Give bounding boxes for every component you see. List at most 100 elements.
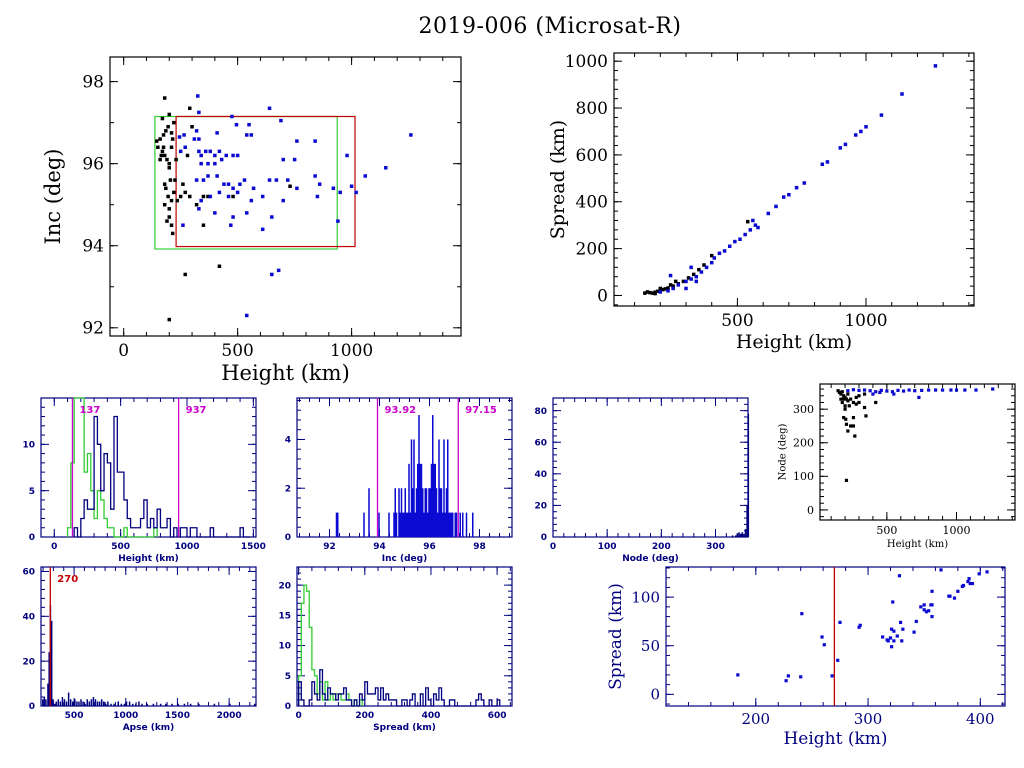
data-point-blue	[899, 620, 903, 625]
data-point-black	[836, 389, 840, 393]
data-point-blue	[881, 635, 885, 639]
data-point-blue	[838, 146, 843, 150]
data-point-black	[167, 207, 172, 211]
data-point-black	[854, 402, 858, 406]
y-tick-label: 92	[82, 319, 104, 339]
data-point-blue	[270, 272, 274, 277]
data-point-blue	[671, 286, 675, 291]
histogram-bar	[67, 692, 70, 706]
data-point-blue	[892, 639, 896, 643]
data-point-black	[846, 399, 850, 403]
y-tick-label: 20	[22, 657, 35, 667]
data-point-blue	[956, 589, 960, 593]
histogram-bar	[78, 701, 80, 706]
histogram-bar	[189, 703, 192, 706]
data-point-black	[862, 405, 867, 410]
data-point-blue	[787, 192, 791, 197]
data-point-blue	[836, 658, 840, 662]
histogram-bar	[424, 488, 426, 537]
histogram-bar	[105, 703, 107, 706]
histogram-bar	[82, 701, 84, 706]
data-point-blue	[279, 118, 283, 123]
x-tick-label: 94	[373, 542, 386, 552]
data-point-blue	[668, 273, 673, 278]
data-point-blue	[199, 153, 203, 158]
histogram-bar	[445, 488, 448, 537]
y-axis-label: Spread (km)	[547, 120, 569, 239]
data-point-black	[288, 184, 292, 188]
x-tick-label: 0	[550, 542, 556, 552]
marker-label: 97.15	[465, 405, 497, 416]
histogram-bar	[110, 703, 112, 706]
data-point-blue	[756, 225, 760, 230]
histogram-bar	[444, 512, 446, 537]
data-point-blue	[197, 207, 201, 211]
data-point-blue	[859, 129, 863, 134]
histogram-bar	[152, 703, 155, 706]
data-point-blue	[820, 635, 824, 639]
histogram-bar	[408, 463, 410, 537]
data-point-black	[160, 149, 165, 154]
data-point-blue	[208, 149, 213, 154]
data-point-blue	[786, 674, 790, 678]
histogram-bar	[430, 463, 433, 537]
y-tick-label: 98	[82, 73, 104, 93]
data-point-blue	[177, 135, 182, 139]
y-tick-label: 0	[29, 533, 35, 543]
data-point-blue	[194, 129, 199, 133]
data-point-blue	[224, 153, 228, 158]
data-point-blue	[235, 153, 240, 158]
data-point-blue	[354, 190, 358, 195]
data-point-blue	[830, 674, 834, 678]
histogram-bar	[128, 701, 131, 706]
data-point-black	[702, 263, 706, 267]
data-point-blue	[977, 572, 981, 576]
data-point-blue	[183, 145, 187, 150]
data-point-blue	[879, 113, 884, 117]
x-tick-label: 200	[652, 542, 671, 552]
data-point-blue	[281, 198, 285, 203]
data-point-blue	[907, 388, 911, 392]
histogram-bar	[47, 683, 49, 706]
histogram-bar	[88, 701, 91, 706]
data-point-blue	[857, 388, 861, 392]
data-point-black	[839, 397, 843, 401]
data-point-blue	[199, 198, 203, 203]
histogram-bar	[125, 701, 128, 706]
data-point-blue	[208, 194, 213, 199]
data-point-black	[648, 290, 652, 295]
x-axis-label: Inc (deg)	[382, 554, 427, 564]
histogram-bar	[159, 703, 162, 706]
data-point-blue	[689, 277, 693, 281]
data-point-blue	[345, 153, 349, 158]
data-point-black	[844, 422, 849, 426]
inc-vs-height-frame	[109, 56, 462, 337]
data-point-blue	[260, 194, 265, 199]
apse-histogram-frame	[40, 566, 257, 707]
y-tick-label: 300	[793, 403, 814, 416]
histogram-bar	[741, 532, 744, 537]
histogram-bar	[400, 488, 403, 537]
histogram-bar	[103, 701, 105, 706]
histogram-bar	[96, 701, 99, 706]
x-tick-label: 1000	[330, 341, 373, 361]
histogram-bar	[52, 699, 54, 706]
y-tick-label: 20	[278, 581, 291, 591]
data-point-black	[161, 133, 166, 137]
y-tick-label: 100	[631, 588, 660, 606]
data-point-black	[847, 404, 851, 408]
data-point-black	[169, 198, 174, 203]
data-point-blue	[281, 157, 285, 162]
x-tick-label: 400	[966, 710, 995, 728]
data-point-black	[169, 131, 174, 135]
data-point-blue	[774, 204, 778, 209]
data-point-blue	[885, 389, 889, 393]
data-point-black	[158, 137, 162, 141]
data-point-blue	[336, 219, 340, 223]
data-point-blue	[886, 639, 890, 643]
data-point-black	[843, 404, 847, 408]
data-point-blue	[900, 639, 904, 643]
histogram-bar	[738, 532, 740, 537]
histogram-bar	[165, 703, 167, 706]
